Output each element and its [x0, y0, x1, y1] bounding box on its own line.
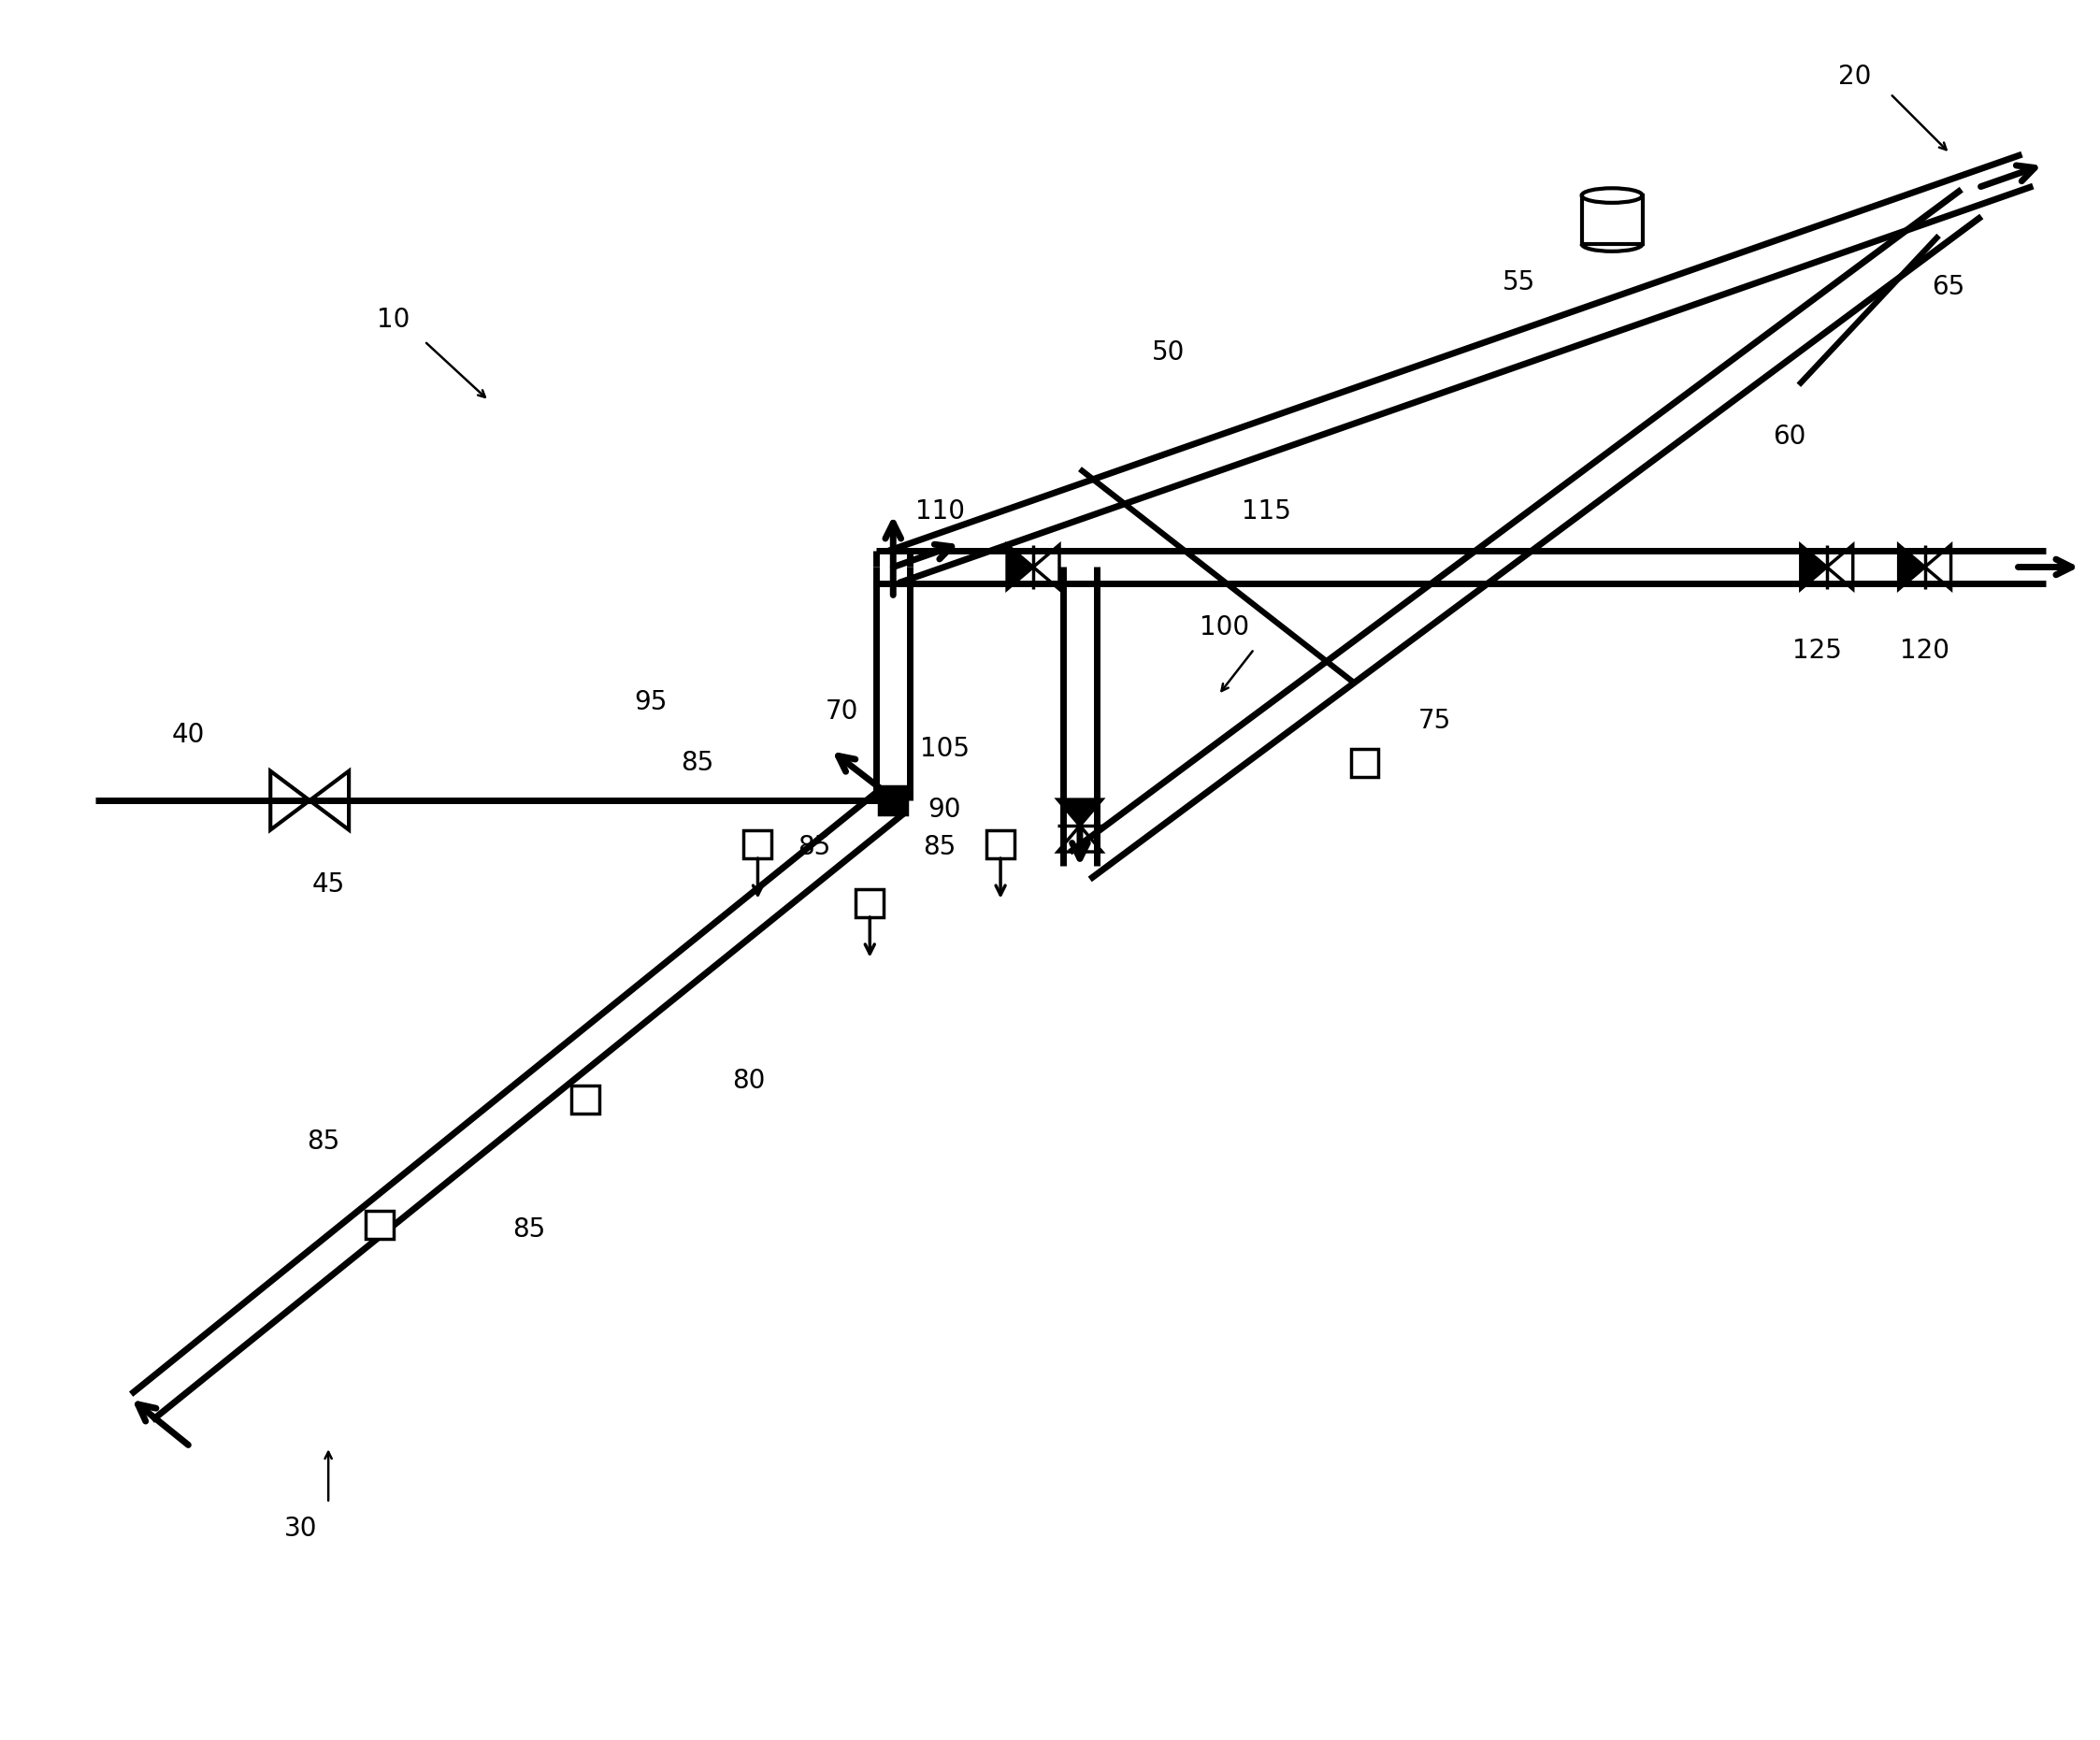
Bar	[1350, 750, 1378, 778]
Text: 20: 20	[1838, 64, 1871, 90]
Text: 85: 85	[924, 833, 956, 860]
Bar	[880, 786, 907, 814]
Text: 110: 110	[916, 498, 964, 524]
Text: 10: 10	[378, 306, 410, 332]
Bar	[857, 889, 884, 917]
Text: 125: 125	[1793, 639, 1842, 665]
Text: 115: 115	[1241, 498, 1292, 524]
Text: 75: 75	[1418, 708, 1451, 734]
Text: 80: 80	[733, 1067, 764, 1094]
Text: 70: 70	[825, 699, 859, 726]
Bar	[365, 1211, 393, 1239]
Text: 105: 105	[920, 736, 970, 762]
Text: 85: 85	[680, 750, 714, 776]
Text: 100: 100	[1199, 614, 1249, 640]
Polygon shape	[1058, 799, 1102, 826]
Polygon shape	[1898, 545, 1926, 590]
Text: 45: 45	[311, 872, 344, 898]
Bar	[571, 1086, 598, 1114]
Bar	[987, 830, 1014, 858]
Text: 65: 65	[1932, 273, 1966, 299]
Text: 85: 85	[798, 833, 830, 860]
Text: 120: 120	[1900, 639, 1949, 665]
Ellipse shape	[1581, 188, 1642, 204]
Bar	[743, 830, 773, 858]
Text: 50: 50	[1153, 339, 1184, 365]
Text: 95: 95	[634, 689, 668, 715]
Text: 30: 30	[284, 1516, 317, 1542]
Text: 40: 40	[172, 722, 206, 748]
Text: 85: 85	[307, 1128, 340, 1154]
Text: 85: 85	[512, 1216, 546, 1242]
Text: 60: 60	[1772, 423, 1806, 449]
Bar	[1581, 195, 1642, 244]
Text: 55: 55	[1501, 270, 1535, 296]
Text: 90: 90	[928, 797, 962, 823]
Polygon shape	[1008, 545, 1033, 590]
Polygon shape	[1800, 545, 1827, 590]
